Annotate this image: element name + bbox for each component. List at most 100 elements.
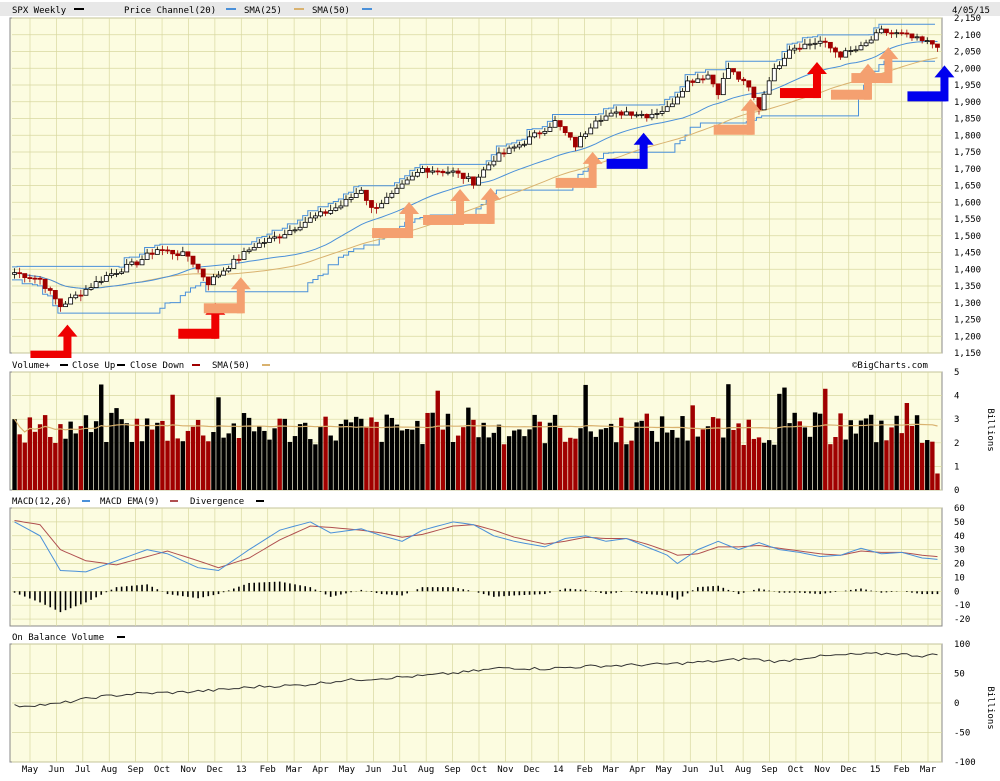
candle-body [792,47,798,51]
volume-bar [782,387,787,490]
annotation-arrow [423,188,471,225]
price-channel-label: Price Channel(20) [124,6,216,16]
volume-bar [68,421,73,490]
candle-body [822,40,828,43]
candle-body [766,80,772,95]
y-tick-label: 1,900 [954,98,981,108]
sma25-line [14,40,938,289]
volume-bar [374,421,379,490]
arrow-shaft [863,73,872,100]
candle-body [32,277,38,280]
close-up-label: Close Up [72,361,115,371]
annotation-arrow [851,47,899,84]
candle-body [333,207,339,211]
candle-body [221,270,227,276]
y-tick-label: 4 [954,392,959,402]
candle-body [236,258,242,261]
volume-bar [190,426,196,490]
candle-body [868,39,874,44]
candle-body [129,261,135,265]
volume-bar [48,436,53,490]
candle-body [680,90,685,98]
candle-body [139,259,145,266]
arrow-foot [779,88,819,99]
volume-bar [884,440,889,490]
annotation-arrow [830,63,878,100]
volume-bar [619,417,624,490]
volume-bar [685,440,690,490]
annotation-arrow [779,62,827,99]
candle-body [440,170,446,174]
divergence-label: Divergence [190,497,244,507]
candle-body [863,42,869,47]
x-tick-label: Dec [841,765,857,775]
volume-bar [573,438,578,490]
y-tick-label: 1,300 [954,299,981,309]
obv-unit-label: Billions [985,686,995,729]
volume-bar [690,405,695,490]
volume-bar [491,432,497,490]
volume-bar [343,419,349,490]
symbol-label: SPX Weekly [12,6,67,16]
candle-body [282,234,288,239]
candle-body [63,303,68,308]
candle-body [409,175,415,181]
volume-bar [766,440,772,490]
x-tick-label: Dec [207,765,223,775]
volume-bar [761,442,767,490]
volume-bar [624,444,629,490]
volume-bar [323,416,328,490]
candle-body [573,136,578,148]
x-tick-label: Nov [497,765,513,775]
volume-bar [935,473,940,490]
volume-bar [512,430,517,490]
arrow-shaft [812,72,821,99]
arrow-shaft [456,198,465,225]
y-tick-label: 60 [954,504,965,514]
candle-body [246,249,252,252]
y-tick-label: 2,100 [954,31,981,41]
volume-bar [853,433,859,490]
candle-body [853,49,859,52]
candle-body [460,172,466,179]
volume-bar [879,420,884,490]
candle-body [277,236,283,239]
candle-body [88,287,94,290]
candle-body [384,196,390,205]
close-down-label: Close Down [130,361,184,371]
candle-body [700,78,706,81]
candle-body [445,171,451,174]
candle-body [496,152,502,162]
candle-body [935,43,940,48]
candle-body [537,132,543,135]
candle-body [624,111,629,116]
candle-body [715,83,721,96]
volume-header-bar [0,358,1000,371]
arrow-foot [178,328,218,339]
volume-bar [568,437,573,490]
candle-body [348,197,354,200]
x-tick-label: Oct [471,765,487,775]
candle-body [226,268,232,272]
volume-bar [807,436,813,490]
x-tick-label: May [22,765,39,775]
volume-bar [313,444,318,490]
y-tick-label: 1,200 [954,332,981,342]
arrow-foot [203,303,243,314]
volume-bar [348,422,354,490]
arrow-shaft [63,334,72,361]
y-tick-label: -100 [954,758,976,768]
volume-bar [435,390,440,490]
arrow-foot [423,214,463,225]
volume-bar [308,439,313,490]
volume-bar [88,432,94,490]
volume-bar [721,437,726,490]
candle-body [399,183,405,189]
candle-body [267,237,272,243]
candle-body [12,272,17,275]
volume-bar [27,417,33,490]
candle-body [532,132,538,138]
candle-body [287,230,293,236]
volume-bar [817,413,823,490]
y-tick-label: 1,700 [954,165,981,175]
